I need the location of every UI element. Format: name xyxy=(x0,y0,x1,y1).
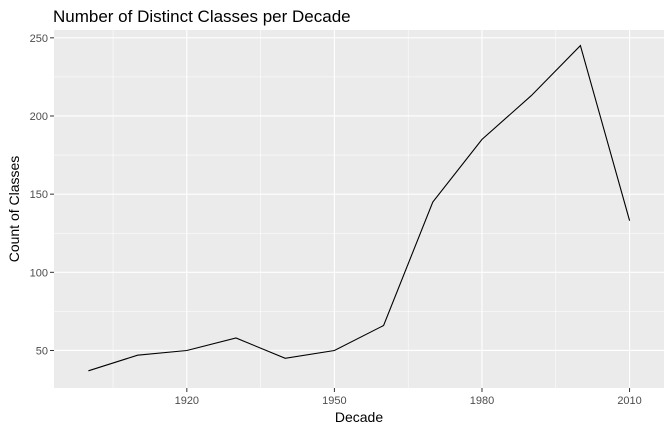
y-tick-label: 250 xyxy=(30,33,48,45)
x-tick-label: 2010 xyxy=(617,395,641,407)
chart-title: Number of Distinct Classes per Decade xyxy=(53,7,351,26)
y-axis: 50 100 150 200 250 xyxy=(30,33,54,357)
plot-panel xyxy=(54,30,664,388)
x-tick-label: 1920 xyxy=(175,395,199,407)
y-tick-label: 100 xyxy=(30,267,48,279)
minor-gridlines xyxy=(54,30,664,388)
y-axis-title: Count of Classes xyxy=(6,156,22,263)
x-axis-title: Decade xyxy=(335,409,383,425)
y-tick-label: 200 xyxy=(30,111,48,123)
series-line xyxy=(88,44,631,372)
y-tick-label: 50 xyxy=(36,345,48,357)
x-tick-label: 1980 xyxy=(470,395,494,407)
x-axis: 1920 1950 1980 2010 xyxy=(175,388,642,407)
y-tick-label: 150 xyxy=(30,189,48,201)
series-group xyxy=(88,44,631,372)
major-gridlines xyxy=(54,30,664,388)
x-tick-label: 1950 xyxy=(322,395,346,407)
